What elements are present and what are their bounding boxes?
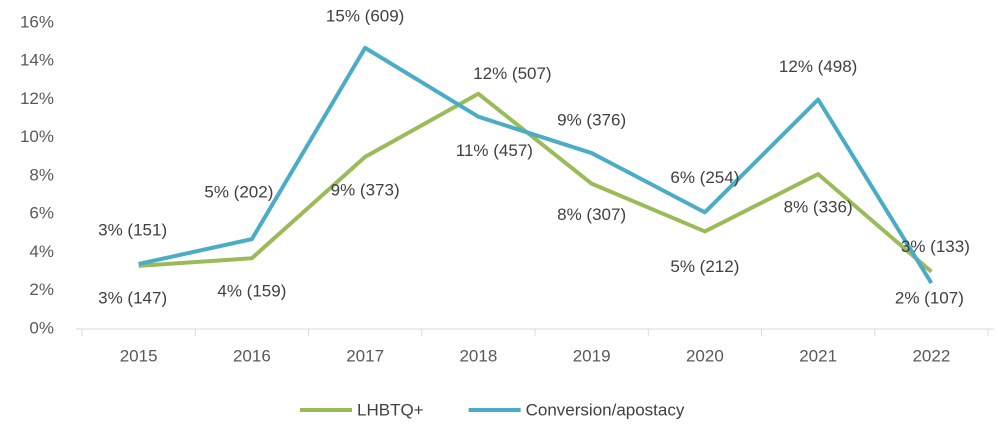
data-label: 4% (159) — [217, 282, 286, 301]
x-tick-label: 2021 — [799, 346, 837, 365]
data-label: 11% (457) — [456, 141, 533, 160]
y-tick-label: 10% — [20, 127, 54, 146]
data-label: 5% (212) — [670, 257, 739, 276]
x-tick-label: 2017 — [346, 346, 384, 365]
data-label: 12% (507) — [473, 64, 551, 83]
data-label: 9% (376) — [557, 111, 626, 130]
data-label: 2% (107) — [895, 289, 964, 308]
legend-label: LHBTQ+ — [357, 400, 424, 419]
x-tick-label: 2016 — [233, 346, 271, 365]
data-label: 15% (609) — [326, 6, 404, 25]
y-tick-label: 0% — [29, 318, 54, 337]
data-label: 3% (133) — [901, 237, 970, 256]
data-label: 3% (151) — [98, 220, 167, 239]
y-tick-label: 16% — [20, 12, 54, 31]
series-line — [138, 45, 934, 285]
data-label: 9% (373) — [331, 180, 400, 199]
data-label: 3% (147) — [98, 288, 167, 307]
y-tick-label: 12% — [20, 89, 54, 108]
series-line — [138, 91, 933, 274]
y-tick-label: 4% — [29, 242, 54, 261]
x-tick-label: 2018 — [459, 346, 497, 365]
y-tick-label: 6% — [29, 204, 54, 223]
data-label: 12% (498) — [779, 57, 857, 76]
data-label: 8% (336) — [784, 198, 853, 217]
y-tick-label: 2% — [29, 280, 54, 299]
data-label: 8% (307) — [557, 205, 626, 224]
y-tick-label: 8% — [29, 165, 54, 184]
x-tick-label: 2019 — [573, 346, 611, 365]
x-tick-label: 2020 — [686, 346, 724, 365]
y-tick-label: 14% — [20, 51, 54, 70]
legend-label: Conversion/apostacy — [526, 400, 685, 419]
x-tick-label: 2015 — [120, 346, 158, 365]
data-label: 6% (254) — [670, 168, 739, 187]
data-label: 5% (202) — [204, 183, 273, 202]
x-tick-label: 2022 — [912, 346, 950, 365]
